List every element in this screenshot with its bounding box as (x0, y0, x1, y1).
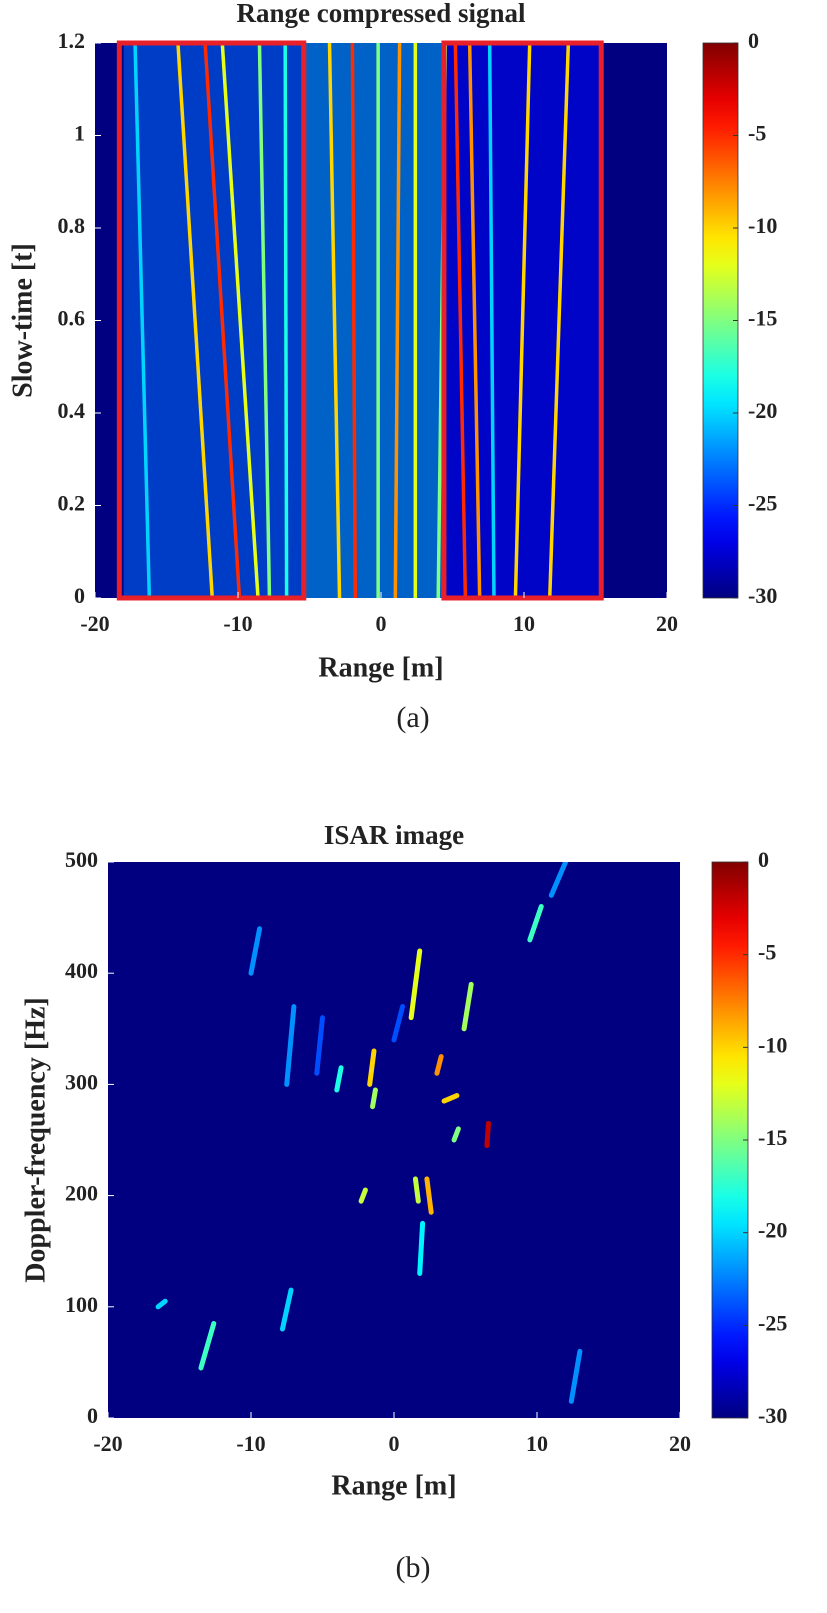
stripe (283, 43, 289, 598)
y-tick-label: 200 (65, 1181, 98, 1206)
colorbar-tick-label: -10 (758, 1032, 787, 1057)
scatterer-streak (527, 903, 544, 943)
intensity-band (302, 43, 446, 598)
x-tick-label: 20 (669, 1431, 691, 1456)
scatterer-streak (248, 926, 263, 976)
colorbar-tick-label: -30 (758, 1403, 787, 1428)
y-tick-label: 0.4 (58, 398, 86, 423)
y-tick-label: 0.2 (58, 491, 86, 516)
x-tick-label: -10 (223, 611, 252, 636)
x-tick-label: 10 (513, 611, 535, 636)
scatterer-streak (155, 1298, 168, 1310)
scatterer-streak (314, 1015, 325, 1076)
scatterer-streak (568, 1348, 583, 1404)
stripe (487, 43, 496, 598)
colorbar-tick-label: -20 (748, 398, 777, 423)
x-tick-label: 20 (656, 611, 678, 636)
x-tick-label: 10 (526, 1431, 548, 1456)
colorbar (702, 42, 739, 599)
scatterer-streak (279, 1287, 294, 1332)
stripe (350, 43, 358, 598)
colorbar-tick-label: 0 (758, 847, 769, 872)
colorbar-tick-label: -15 (758, 1125, 787, 1150)
y-tick-label: 1.2 (58, 28, 86, 53)
intensity-band (123, 43, 303, 598)
colorbar-tick-label: -25 (748, 491, 777, 516)
stripe (453, 43, 468, 598)
scatterer-streak (484, 1120, 491, 1149)
x-axis-label: Range [m] (331, 1470, 456, 1501)
chart-title: Range compressed signal (236, 0, 526, 28)
x-tick-label: -20 (80, 611, 109, 636)
x-tick-label: 0 (376, 611, 387, 636)
scatterer-streak (367, 1048, 377, 1087)
colorbar-tick-label: 0 (748, 28, 759, 53)
x-tick-label: -20 (93, 1431, 122, 1456)
x-tick-label: -10 (236, 1431, 265, 1456)
plot-background (108, 862, 680, 1418)
stripe (513, 43, 532, 598)
y-tick-label: 0.8 (58, 213, 86, 238)
scatterer-streak (548, 862, 569, 898)
scatterer-streak (284, 1004, 297, 1087)
colorbar-tick-label: -15 (748, 306, 777, 331)
stripe (203, 43, 242, 598)
stripe (176, 43, 215, 598)
scatterer-streak (441, 1093, 460, 1104)
scatterer-streak (451, 1126, 461, 1143)
caption: (b) (396, 1551, 431, 1584)
y-tick-label: 1 (74, 121, 85, 146)
scatterer-streak (434, 1054, 444, 1076)
y-tick-label: 400 (65, 958, 98, 983)
colorbar-tick-label: -5 (758, 940, 776, 965)
highlight-box (441, 40, 604, 601)
stripe (327, 43, 342, 598)
x-axis-label: Range [m] (318, 652, 443, 683)
y-axis-label: Slow-time [t] (7, 243, 38, 398)
x-tick-label: 0 (389, 1431, 400, 1456)
heatmap (155, 862, 583, 1404)
chart-title: ISAR image (324, 820, 464, 850)
scatterer-streak (370, 1087, 378, 1110)
scatterer-streak (198, 1320, 217, 1371)
y-tick-label: 300 (65, 1069, 98, 1094)
scatterer-streak (391, 1004, 406, 1043)
stripe (393, 43, 402, 598)
y-tick-label: 100 (65, 1292, 98, 1317)
colorbar-tick-label: -20 (758, 1218, 787, 1243)
stripe (220, 43, 260, 598)
heatmap (123, 43, 603, 598)
highlight-box (116, 40, 307, 601)
y-axis-label: Doppler-frequency [Hz] (20, 997, 51, 1282)
y-tick-label: 0 (87, 1403, 98, 1428)
scatterer-streak (358, 1187, 368, 1204)
colorbar-tick-label: -5 (748, 121, 766, 146)
scatterer-streak (412, 1176, 421, 1204)
colorbar (711, 861, 749, 1419)
stripe (467, 43, 482, 598)
scatterer-streak (417, 1220, 426, 1276)
y-tick-label: 500 (65, 847, 98, 872)
stripe (133, 43, 152, 598)
colorbar-tick-label: -10 (748, 213, 777, 238)
y-tick-label: 0 (74, 583, 85, 608)
caption: (a) (396, 701, 429, 734)
colorbar-tick-label: -30 (748, 583, 777, 608)
scatterer-streak (424, 1176, 434, 1215)
scatterer-streak (461, 981, 474, 1032)
stripe (257, 43, 272, 598)
colorbar-tick-label: -25 (758, 1310, 787, 1335)
y-tick-label: 0.6 (58, 306, 86, 331)
scatterer-streak (408, 948, 423, 1021)
scatterer-streak (334, 1065, 344, 1093)
stripe (547, 43, 571, 598)
